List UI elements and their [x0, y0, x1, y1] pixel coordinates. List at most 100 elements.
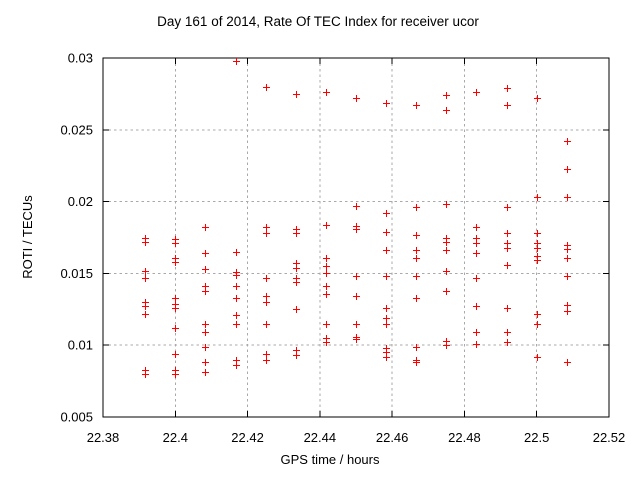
data-point-marker — [504, 230, 511, 237]
data-point-marker — [202, 344, 209, 351]
data-point-marker — [383, 315, 390, 322]
data-point-marker — [443, 107, 450, 114]
data-point-marker — [323, 89, 330, 96]
data-point-marker — [413, 273, 420, 280]
data-point-marker — [564, 359, 571, 366]
data-point-marker — [172, 371, 179, 378]
data-point-marker — [473, 329, 480, 336]
data-point-marker — [323, 321, 330, 328]
y-tick-label: 0.025 — [60, 122, 93, 137]
data-point-marker — [534, 257, 541, 264]
data-point-marker — [202, 250, 209, 257]
data-point-marker — [443, 342, 450, 349]
data-point-marker — [353, 203, 360, 210]
data-point-marker — [413, 255, 420, 262]
data-point-marker — [142, 239, 149, 246]
data-point-marker — [534, 95, 541, 102]
data-point-marker — [534, 321, 541, 328]
data-point-marker — [353, 336, 360, 343]
data-point-marker — [353, 293, 360, 300]
y-axis-label: ROTI / TECUs — [20, 195, 35, 279]
data-point-marker — [443, 201, 450, 208]
data-point-marker — [473, 250, 480, 257]
data-point-marker — [263, 84, 270, 91]
data-point-marker — [142, 371, 149, 378]
data-point-marker — [504, 329, 511, 336]
data-point-marker — [323, 291, 330, 298]
x-tick-label: 22.44 — [304, 430, 337, 445]
data-point-marker — [383, 247, 390, 254]
data-point-marker — [293, 265, 300, 272]
data-points — [142, 58, 571, 378]
data-point-marker — [233, 283, 240, 290]
data-point-marker — [172, 295, 179, 302]
plot-border-rect — [102, 57, 610, 418]
data-point-marker — [353, 273, 360, 280]
data-point-marker — [564, 302, 571, 309]
data-point-marker — [504, 204, 511, 211]
data-point-marker — [263, 299, 270, 306]
data-point-marker — [564, 308, 571, 315]
data-point-marker — [473, 224, 480, 231]
data-point-marker — [564, 138, 571, 145]
data-point-marker — [353, 95, 360, 102]
data-point-marker — [504, 245, 511, 252]
data-point-marker — [323, 339, 330, 346]
y-tick-label: 0.02 — [68, 194, 93, 209]
data-point-marker — [323, 283, 330, 290]
data-point-marker — [323, 270, 330, 277]
data-point-marker — [293, 279, 300, 286]
axis-ticks — [102, 57, 610, 418]
x-tick-label: 22.4 — [163, 430, 188, 445]
data-point-marker — [473, 341, 480, 348]
x-tick-label: 22.42 — [231, 430, 264, 445]
data-point-marker — [443, 239, 450, 246]
data-point-marker — [293, 230, 300, 237]
data-point-marker — [202, 369, 209, 376]
data-point-marker — [383, 100, 390, 107]
data-point-marker — [202, 288, 209, 295]
data-point-marker — [413, 344, 420, 351]
data-point-marker — [443, 288, 450, 295]
x-tick-label: 22.52 — [593, 430, 626, 445]
data-point-marker — [353, 321, 360, 328]
x-tick-label: 22.5 — [524, 430, 549, 445]
data-point-marker — [383, 273, 390, 280]
data-point-marker — [473, 240, 480, 247]
data-point-marker — [263, 357, 270, 364]
data-point-marker — [443, 92, 450, 99]
data-point-marker — [233, 58, 240, 65]
data-point-marker — [142, 303, 149, 310]
x-tick-label: 22.48 — [448, 430, 481, 445]
data-point-marker — [233, 249, 240, 256]
data-point-marker — [263, 275, 270, 282]
data-point-marker — [142, 275, 149, 282]
data-point-marker — [172, 305, 179, 312]
data-point-marker — [564, 255, 571, 262]
grid-lines — [103, 58, 609, 417]
data-point-marker — [383, 210, 390, 217]
data-point-marker — [233, 312, 240, 319]
data-point-marker — [504, 305, 511, 312]
y-tick-label: 0.03 — [68, 51, 93, 66]
data-point-marker — [443, 247, 450, 254]
data-point-marker — [413, 359, 420, 366]
data-point-marker — [473, 275, 480, 282]
data-point-marker — [202, 266, 209, 273]
data-point-marker — [534, 194, 541, 201]
data-point-marker — [504, 339, 511, 346]
data-point-marker — [202, 321, 209, 328]
y-tick-label: 0.005 — [60, 410, 93, 425]
data-point-marker — [293, 306, 300, 313]
data-point-marker — [413, 232, 420, 239]
chart-title: Day 161 of 2014, Rate Of TEC Index for r… — [157, 14, 479, 29]
data-point-marker — [473, 89, 480, 96]
data-point-marker — [202, 329, 209, 336]
data-point-marker — [263, 351, 270, 358]
data-point-marker — [564, 194, 571, 201]
data-point-marker — [564, 166, 571, 173]
x-tick-labels: 22.38 22.4 22.42 22.44 22.46 22.48 22.5 22.52 — [87, 430, 626, 445]
data-point-marker — [413, 204, 420, 211]
data-point-marker — [504, 262, 511, 269]
